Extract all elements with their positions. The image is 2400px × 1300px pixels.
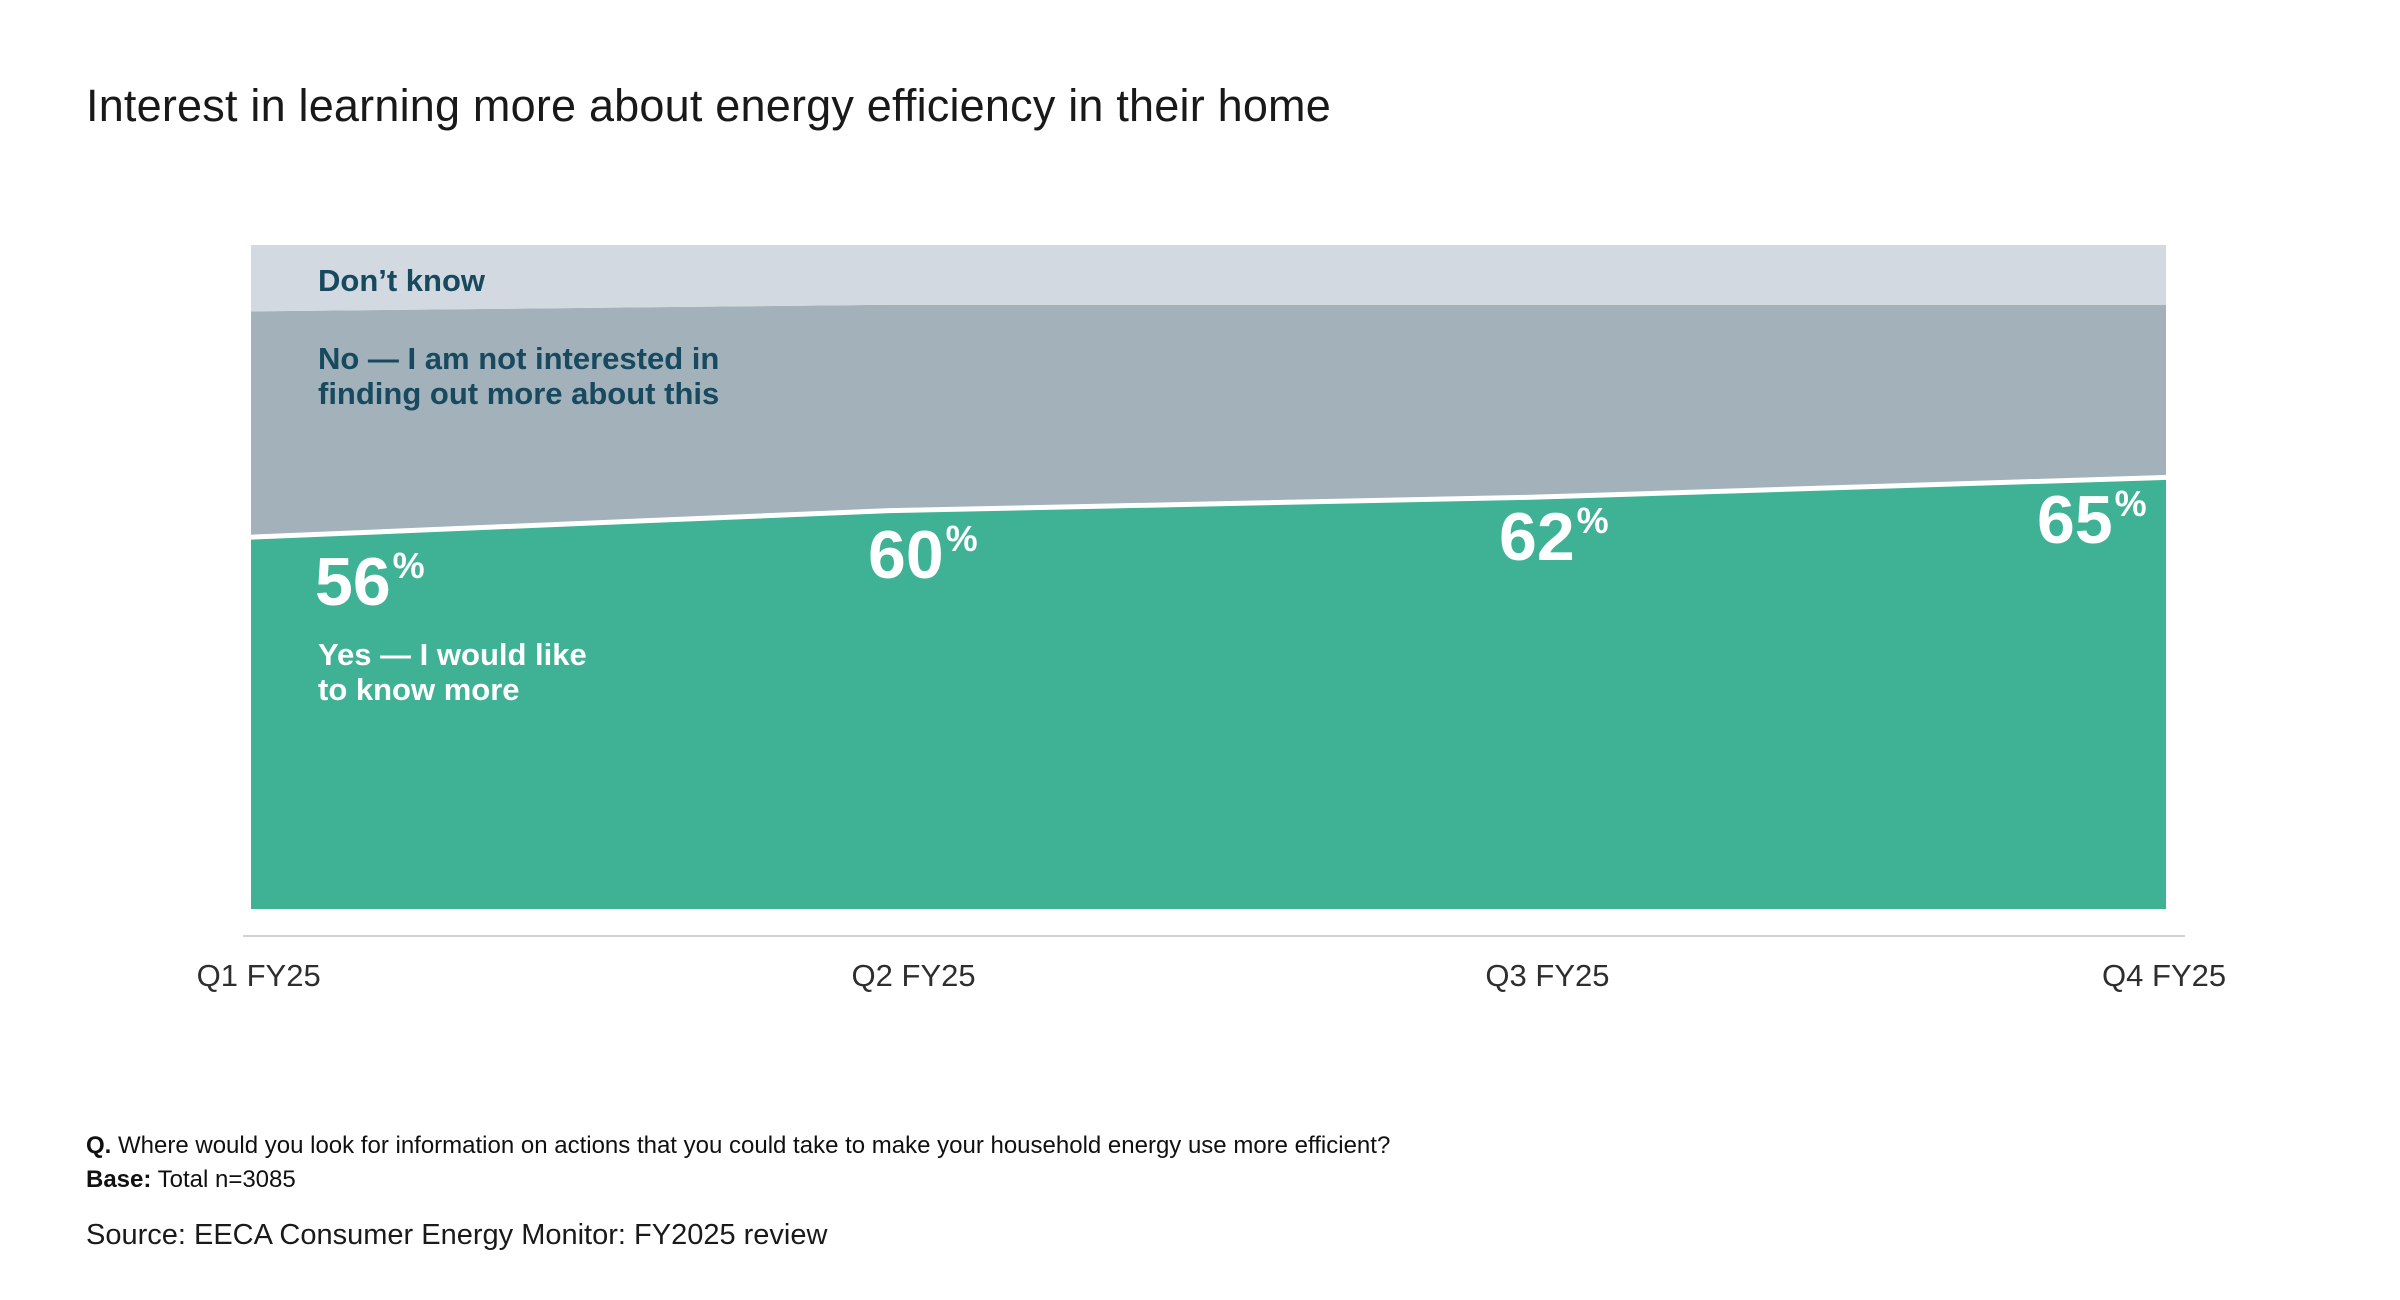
stacked-area-chart: Don’t know No — I am not interested in f…	[251, 245, 2166, 909]
source-line: Source: EECA Consumer Energy Monitor: FY…	[86, 1219, 828, 1251]
value-label-q3-number: 62	[1499, 499, 1575, 575]
x-axis-labels: Q1 FY25 Q2 FY25 Q3 FY25 Q4 FY25	[197, 958, 2226, 998]
x-axis-label-q1: Q1 FY25	[196, 958, 321, 993]
value-label-q3: 62%	[1499, 500, 1609, 572]
x-axis-label-q3: Q3 FY25	[1485, 958, 1610, 993]
series-label-yes-line2: to know more	[318, 672, 520, 707]
x-axis-label-q4: Q4 FY25	[2102, 958, 2227, 993]
value-label-q3-percent-sign: %	[1576, 500, 1609, 541]
value-label-q2-number: 60	[868, 517, 944, 593]
value-label-q2: 60%	[868, 518, 978, 590]
area-band-2	[251, 245, 2166, 312]
chart-areas	[251, 245, 2166, 909]
value-label-q1: 56%	[315, 545, 425, 617]
value-label-q1-percent-sign: %	[392, 545, 425, 586]
base-text: Total n=3085	[157, 1166, 296, 1193]
base-prefix: Base:	[86, 1166, 152, 1193]
value-label-q4: 65%	[2037, 483, 2147, 555]
x-axis-line	[243, 935, 2185, 937]
x-axis-label-q2: Q2 FY25	[851, 958, 976, 993]
page-title: Interest in learning more about energy e…	[86, 80, 1331, 132]
question-footnote: Q. Where would you look for information …	[86, 1130, 1390, 1162]
series-label-no-line1: No — I am not interested in	[318, 341, 720, 376]
yes-band-boundary-line	[251, 474, 2166, 540]
series-label-no: No — I am not interested in finding out …	[318, 341, 719, 411]
value-label-q2-percent-sign: %	[945, 518, 978, 559]
area-band-1	[251, 304, 2166, 538]
question-prefix: Q.	[86, 1132, 112, 1159]
series-label-dont-know: Don’t know	[318, 263, 485, 298]
value-label-q4-percent-sign: %	[2114, 483, 2147, 524]
series-label-no-line2: finding out more about this	[318, 376, 720, 411]
base-footnote: Base: Total n=3085	[86, 1164, 296, 1196]
series-label-dont-know-text: Don’t know	[318, 263, 486, 298]
question-text: Where would you look for information on …	[118, 1132, 1391, 1159]
series-label-yes: Yes — I would like to know more	[318, 637, 587, 707]
value-label-q4-number: 65	[2037, 482, 2113, 558]
area-band-0	[251, 477, 2166, 909]
value-label-q1-number: 56	[315, 544, 391, 620]
series-label-yes-line1: Yes — I would like	[318, 637, 587, 672]
